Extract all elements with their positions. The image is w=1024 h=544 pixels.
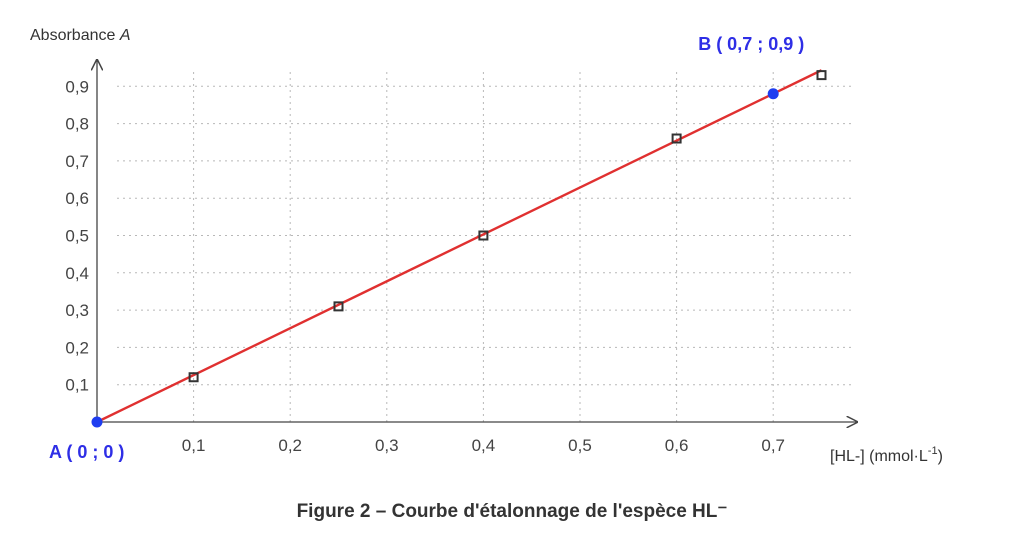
grid xyxy=(117,72,855,422)
x-tick-label-2: 0,3 xyxy=(375,436,399,455)
point-marker-1 xyxy=(767,88,779,100)
axes xyxy=(97,60,857,422)
data-point-0-1 xyxy=(333,301,344,312)
y-tick-label-1: 0,2 xyxy=(65,338,89,357)
y-tick-label-4: 0,5 xyxy=(65,227,89,246)
point-marker-0 xyxy=(91,416,103,428)
x-axis-label-close: ) xyxy=(938,448,943,465)
x-axis-label: [HL-] (mmol·L-1) xyxy=(830,445,943,465)
fit-line-layer xyxy=(96,69,823,424)
y-tick-label-7: 0,8 xyxy=(65,115,89,134)
x-tick-label-1: 0,2 xyxy=(278,436,302,455)
y-axis-label-text: Absorbance xyxy=(30,27,120,44)
y-axis-label: Absorbance A xyxy=(30,27,131,44)
data-point-0-0 xyxy=(188,372,199,383)
y-tick-label-8: 0,9 xyxy=(65,77,89,96)
x-axis-label-exponent: -1 xyxy=(928,445,938,457)
x-tick-label-5: 0,6 xyxy=(665,436,689,455)
x-axis-label-text: [HL-] (mmol·L xyxy=(830,448,928,465)
y-tick-label-5: 0,6 xyxy=(65,189,89,208)
figure-caption: Figure 2 – Courbe d'étalonnage de l'espè… xyxy=(296,501,728,522)
x-tick-label-3: 0,4 xyxy=(472,436,496,455)
y-tick-label-6: 0,7 xyxy=(65,152,89,171)
point-label-1: B ( 0,7 ; 0,9 ) xyxy=(698,34,804,54)
y-tick-label-3: 0,4 xyxy=(65,264,89,283)
data-point-0-4 xyxy=(816,70,827,81)
fit-line xyxy=(96,69,823,424)
x-tick-label-4: 0,5 xyxy=(568,436,592,455)
data-point-0-3 xyxy=(671,133,682,144)
y-tick-label-2: 0,3 xyxy=(65,301,89,320)
point-labels: A ( 0 ; 0 ) B ( 0,7 ; 0,9 ) xyxy=(49,34,804,462)
data-point-0-2 xyxy=(478,230,489,241)
y-tick-label-0: 0,1 xyxy=(65,376,89,395)
tick-labels: 0,1 0,2 0,3 0,4 0,5 0,6 0,7 0,1 0,2 0,3 0,4 0,5 0,6 0… xyxy=(65,77,785,455)
data-points xyxy=(188,70,827,383)
x-tick-label-6: 0,7 xyxy=(761,436,785,455)
calibration-chart: 0,1 0,2 0,3 0,4 0,5 0,6 0,7 0,1 0,2 0,3 0,4 0,5 0,6 0… xyxy=(30,27,943,465)
x-tick-label-0: 0,1 xyxy=(182,436,206,455)
y-axis-label-symbol: A xyxy=(119,27,131,44)
point-label-0: A ( 0 ; 0 ) xyxy=(49,442,124,462)
